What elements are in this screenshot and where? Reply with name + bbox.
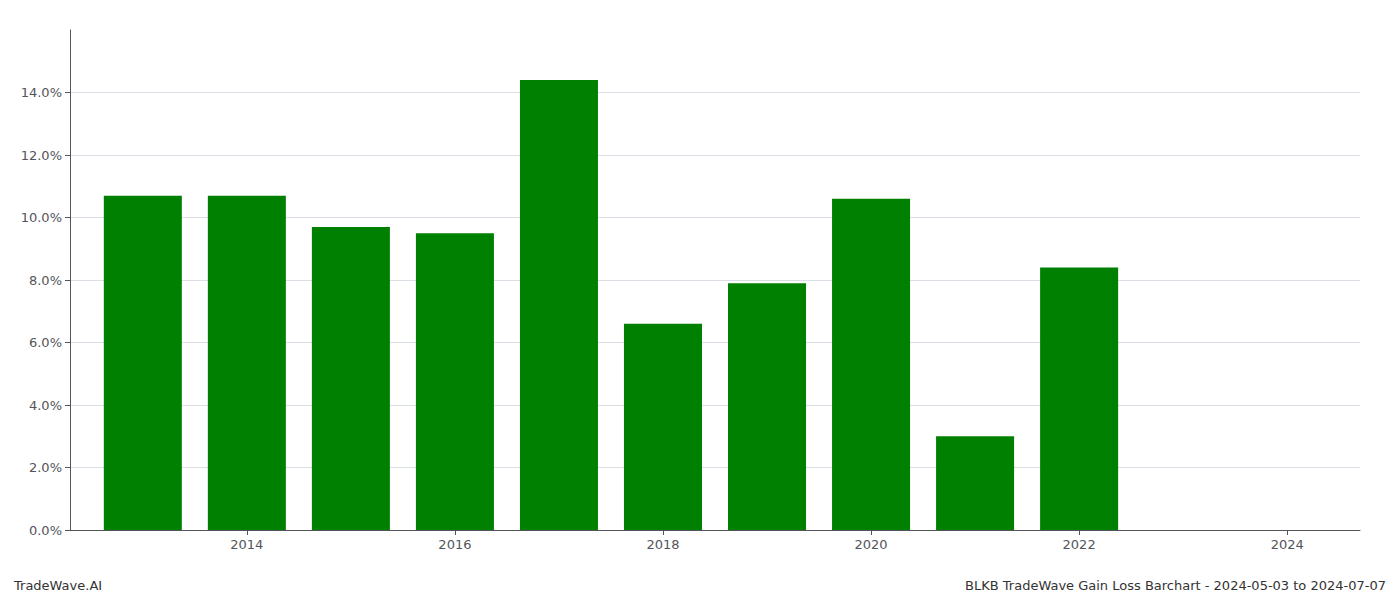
svg-text:2022: 2022 xyxy=(1063,537,1096,552)
svg-text:10.0%: 10.0% xyxy=(21,210,62,225)
svg-text:2024: 2024 xyxy=(1271,537,1304,552)
svg-text:6.0%: 6.0% xyxy=(29,335,62,350)
svg-text:2014: 2014 xyxy=(230,537,263,552)
svg-text:2.0%: 2.0% xyxy=(29,460,62,475)
svg-text:0.0%: 0.0% xyxy=(29,523,62,538)
svg-text:14.0%: 14.0% xyxy=(21,85,62,100)
svg-text:2020: 2020 xyxy=(855,537,888,552)
svg-text:12.0%: 12.0% xyxy=(21,148,62,163)
svg-text:8.0%: 8.0% xyxy=(29,273,62,288)
svg-text:4.0%: 4.0% xyxy=(29,398,62,413)
svg-text:BLKB TradeWave Gain Loss Barch: BLKB TradeWave Gain Loss Barchart - 2024… xyxy=(965,578,1386,593)
svg-text:TradeWave.AI: TradeWave.AI xyxy=(13,578,102,593)
svg-text:2018: 2018 xyxy=(646,537,679,552)
svg-text:2016: 2016 xyxy=(438,537,471,552)
